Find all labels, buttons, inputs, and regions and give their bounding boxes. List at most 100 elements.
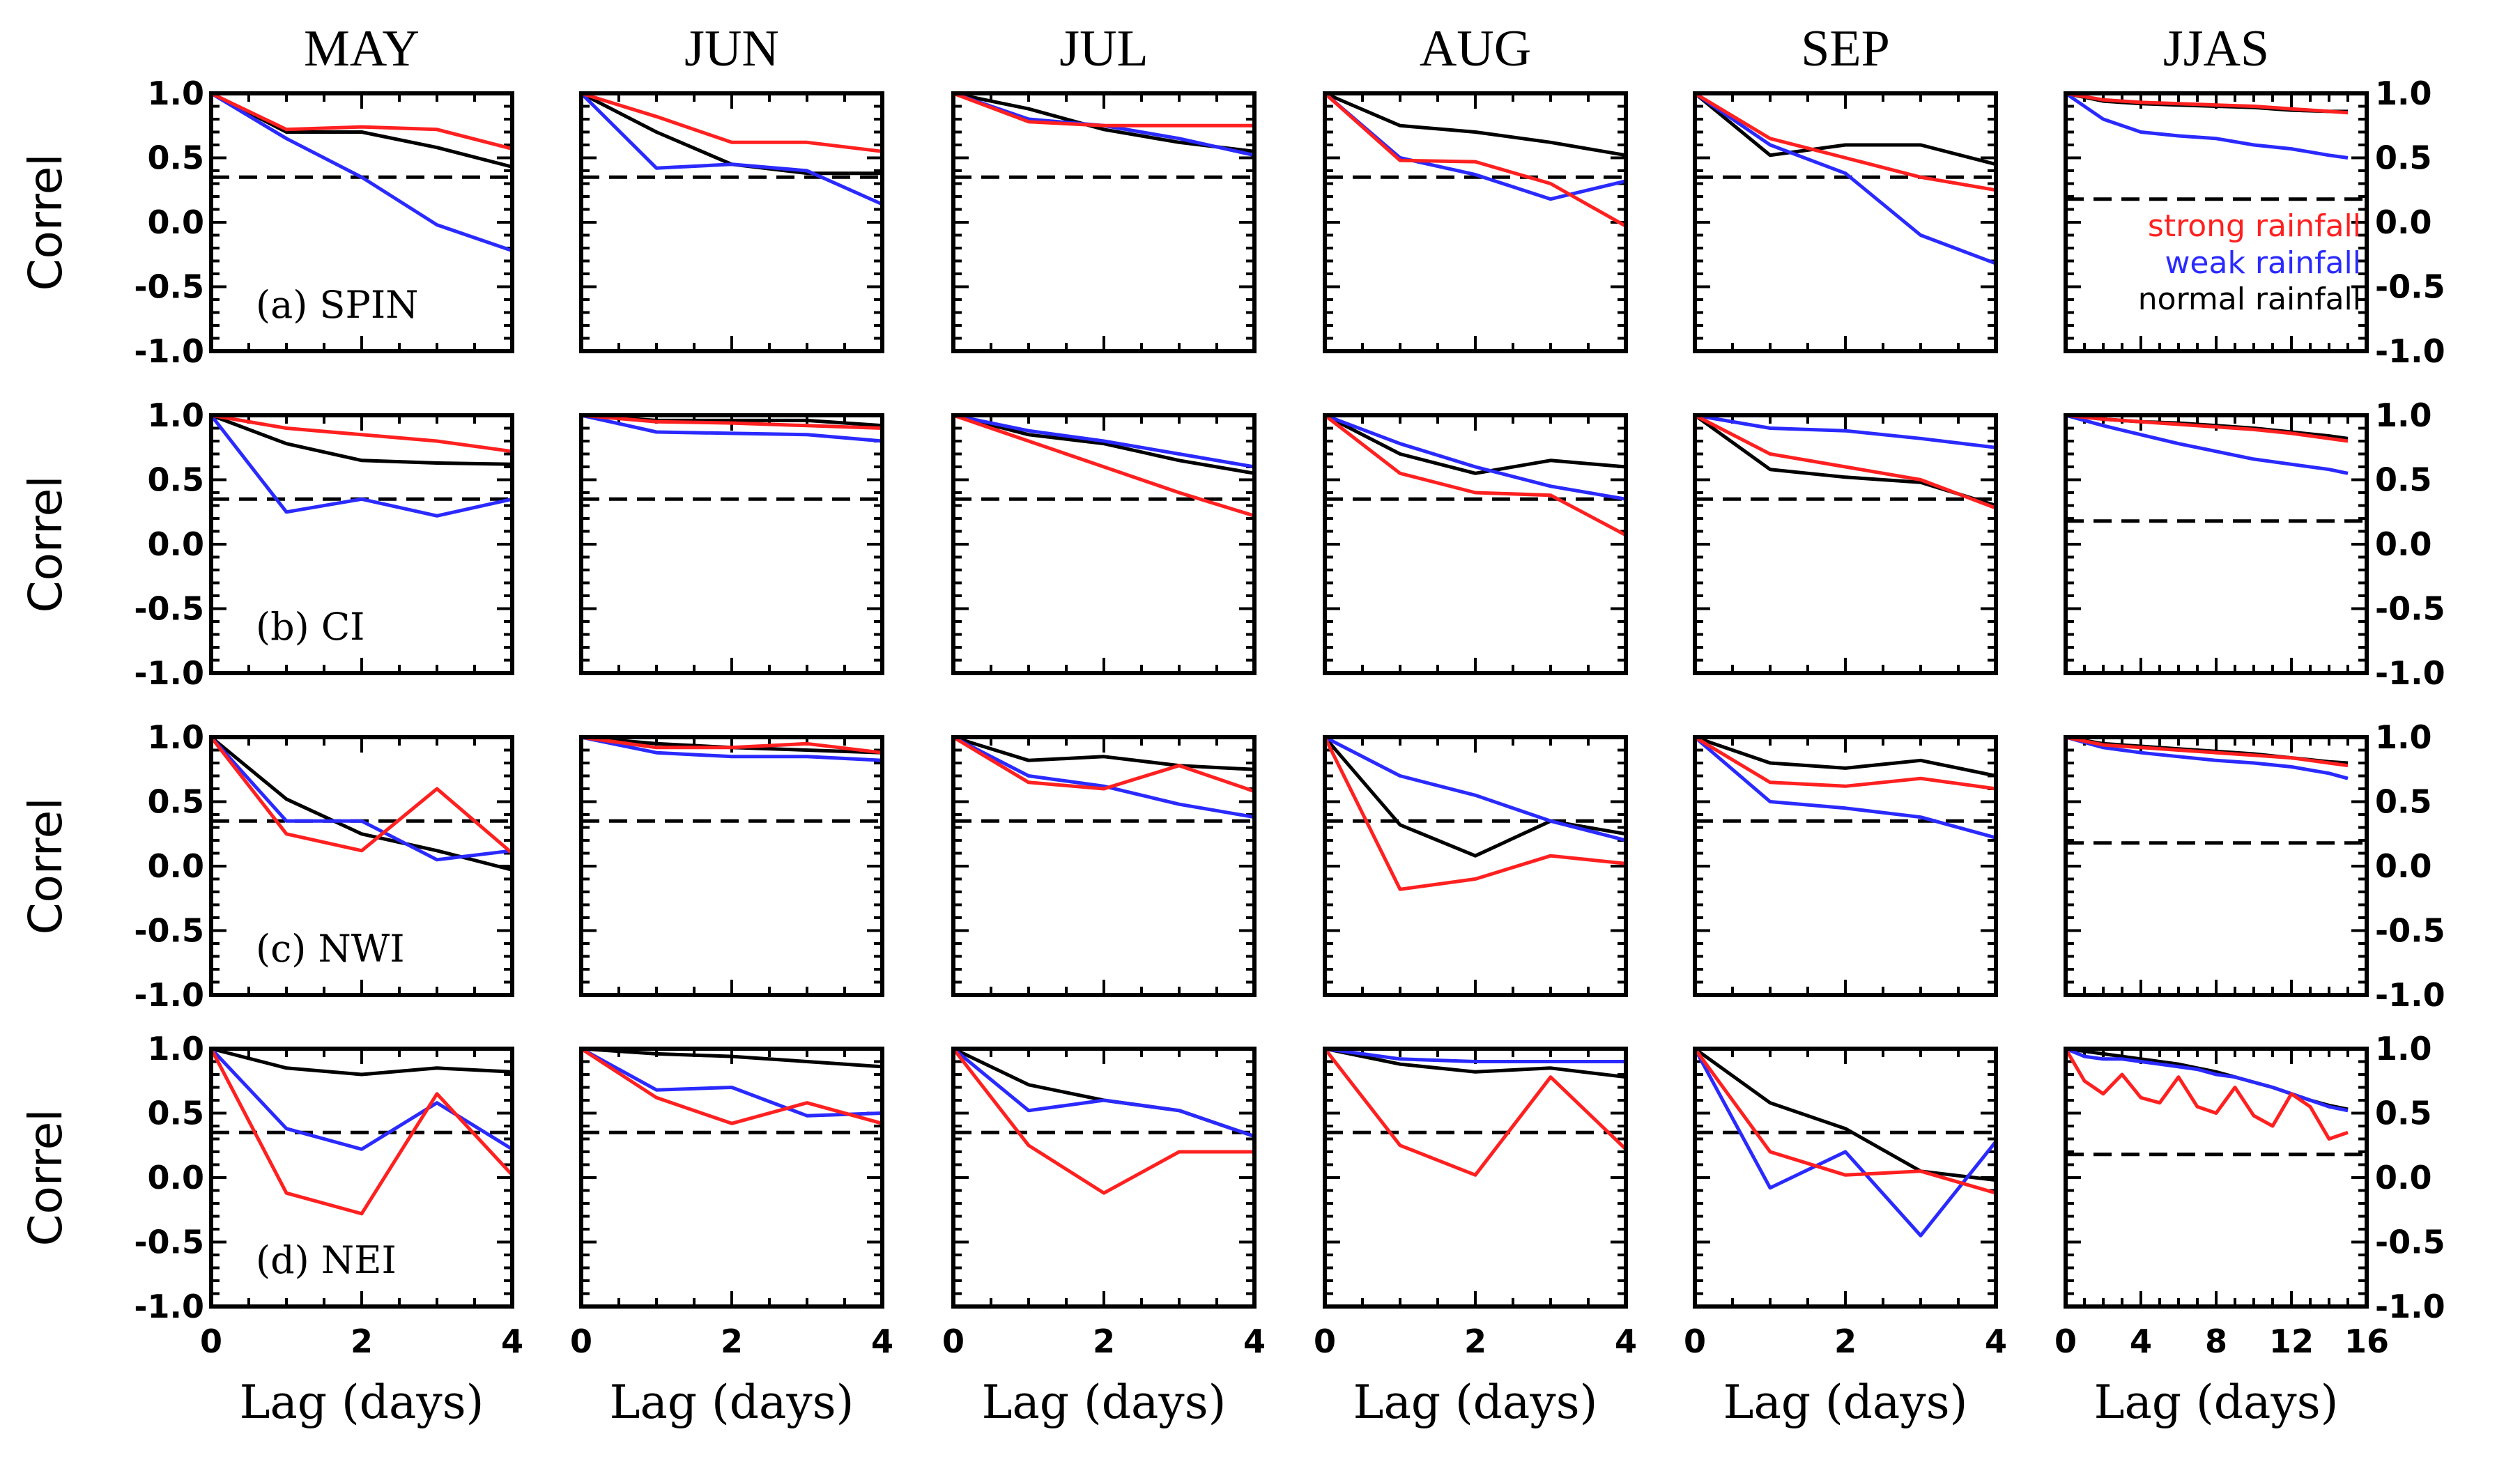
x-tick-label: 4	[2130, 1323, 2152, 1360]
series-line-strong	[2065, 91, 2349, 115]
y-tick-label: 0.0	[2375, 203, 2432, 241]
panel-2-2	[951, 735, 1257, 997]
legend-entry-strong: strong rainfall	[2148, 208, 2361, 244]
x-tick-label: 0	[570, 1323, 592, 1360]
series-line-weak	[1694, 413, 1997, 449]
panel-frame	[2064, 735, 2369, 997]
y-tick-label: 0.5	[148, 1095, 205, 1132]
column-title-jul: JUL	[1059, 20, 1148, 77]
panel-frame	[2064, 91, 2369, 353]
panel-frame	[2064, 1047, 2369, 1309]
series-line-normal	[953, 413, 1255, 475]
x-tick-label: 0	[1684, 1323, 1706, 1360]
column-title-jun: JUN	[684, 20, 779, 77]
y-tick-label: 0.0	[148, 1159, 205, 1196]
x-axis-label: Lag (days)	[982, 1375, 1227, 1429]
panel-0-0: 1.0 0.5 0.0 -0.5 -1.0 MAY (a) SPIN Correl	[19, 20, 514, 370]
panel-frame	[951, 735, 1257, 997]
y-tick-label: -1.0	[2375, 332, 2445, 370]
panel-0-1: JUN	[579, 20, 884, 353]
x-tick-label: 4	[1985, 1323, 2007, 1360]
column-title-aug: AUG	[1420, 20, 1531, 77]
series-line-weak	[952, 1047, 1255, 1139]
series-line-strong	[1693, 91, 1997, 192]
y-axis-label: Correl	[19, 797, 72, 934]
series-line-strong	[1323, 736, 1627, 891]
panel-1-1	[579, 413, 884, 675]
panel-label: (a) SPIN	[256, 283, 418, 327]
series-line-weak	[580, 92, 884, 206]
series-line-weak	[1323, 735, 1627, 842]
series-line-weak	[2064, 91, 2349, 160]
series-line-strong	[210, 91, 513, 151]
y-tick-label: 1.0	[148, 718, 205, 756]
x-tick-label: 4	[1615, 1323, 1637, 1360]
panel-3-3: 0 2 4 Lag (days)	[1314, 1047, 1637, 1429]
series-line-normal	[1324, 91, 1627, 157]
panel-label: (b) CI	[256, 605, 365, 649]
series-line-weak	[581, 735, 883, 762]
y-tick-label: 0.0	[2375, 525, 2432, 563]
series-line-strong	[1323, 414, 1627, 537]
y-tick-label: -1.0	[134, 1288, 204, 1325]
panel-2-0: 1.0 0.5 0.0 -0.5 -1.0 (c) NWI Correl	[19, 718, 514, 1014]
panel-frame	[1323, 1047, 1628, 1309]
panel-label: (c) NWI	[256, 927, 405, 971]
x-tick-label: 2	[1834, 1323, 1857, 1360]
x-axis-label: Lag (days)	[610, 1375, 854, 1429]
series-line-normal	[1323, 736, 1627, 858]
x-axis-label: Lag (days)	[2094, 1375, 2339, 1429]
panel-1-3	[1323, 413, 1628, 675]
y-tick-label: -1.0	[2375, 976, 2445, 1014]
column-title-may: MAY	[304, 20, 420, 77]
panel-frame	[1323, 735, 1628, 997]
series-line-normal	[953, 735, 1255, 771]
y-tick-label: -0.5	[134, 268, 204, 306]
panel-frame	[579, 91, 884, 353]
x-tick-label: 4	[501, 1323, 523, 1360]
y-tick-label: -0.5	[2375, 1224, 2445, 1261]
panel-frame	[1693, 413, 1998, 675]
y-tick-label: -1.0	[134, 976, 204, 1014]
y-tick-label: 1.0	[2375, 75, 2432, 112]
series-line-strong	[581, 413, 883, 430]
series-line-weak	[210, 414, 513, 518]
legend-entry-weak: weak rainfall	[2165, 245, 2361, 281]
panel-frame	[209, 91, 514, 353]
panel-frame	[2064, 413, 2369, 675]
y-tick-label: 0.5	[2375, 139, 2432, 177]
y-tick-label: 0.0	[2375, 847, 2432, 885]
series-line-strong	[210, 413, 513, 454]
x-tick-label: 2	[351, 1323, 373, 1360]
series-line-strong	[2065, 413, 2349, 443]
x-tick-label: 2	[1464, 1323, 1486, 1360]
y-tick-label: 1.0	[148, 75, 205, 112]
y-tick-label: 1.0	[2375, 718, 2432, 756]
series-line-strong	[1693, 1047, 1997, 1195]
series-line-weak	[580, 1047, 883, 1118]
panel-frame	[951, 413, 1257, 675]
series-line-weak	[2065, 413, 2349, 475]
series-line-strong	[2064, 1047, 2349, 1141]
y-tick-label: 1.0	[2375, 396, 2432, 434]
series-line-weak	[210, 91, 513, 253]
panel-frame	[209, 735, 514, 997]
y-axis-label: Correl	[19, 475, 72, 612]
x-tick-label: 0	[1314, 1323, 1336, 1360]
y-tick-label: -0.5	[2375, 268, 2445, 306]
series-line-strong	[2065, 735, 2349, 768]
panel-2-3	[1323, 735, 1628, 997]
y-tick-label: -0.5	[2375, 912, 2445, 950]
panel-frame	[209, 413, 514, 675]
y-tick-label: -0.5	[134, 590, 204, 628]
panel-3-1: 0 2 4 Lag (days)	[570, 1047, 893, 1429]
y-tick-label: 1.0	[148, 396, 205, 434]
series-line-strong	[953, 91, 1254, 128]
series-line-weak	[581, 413, 883, 443]
series-line-normal	[581, 1047, 883, 1069]
panel-frame	[1693, 1047, 1998, 1309]
panel-frame	[1323, 413, 1628, 675]
series-line-strong	[580, 1047, 883, 1125]
